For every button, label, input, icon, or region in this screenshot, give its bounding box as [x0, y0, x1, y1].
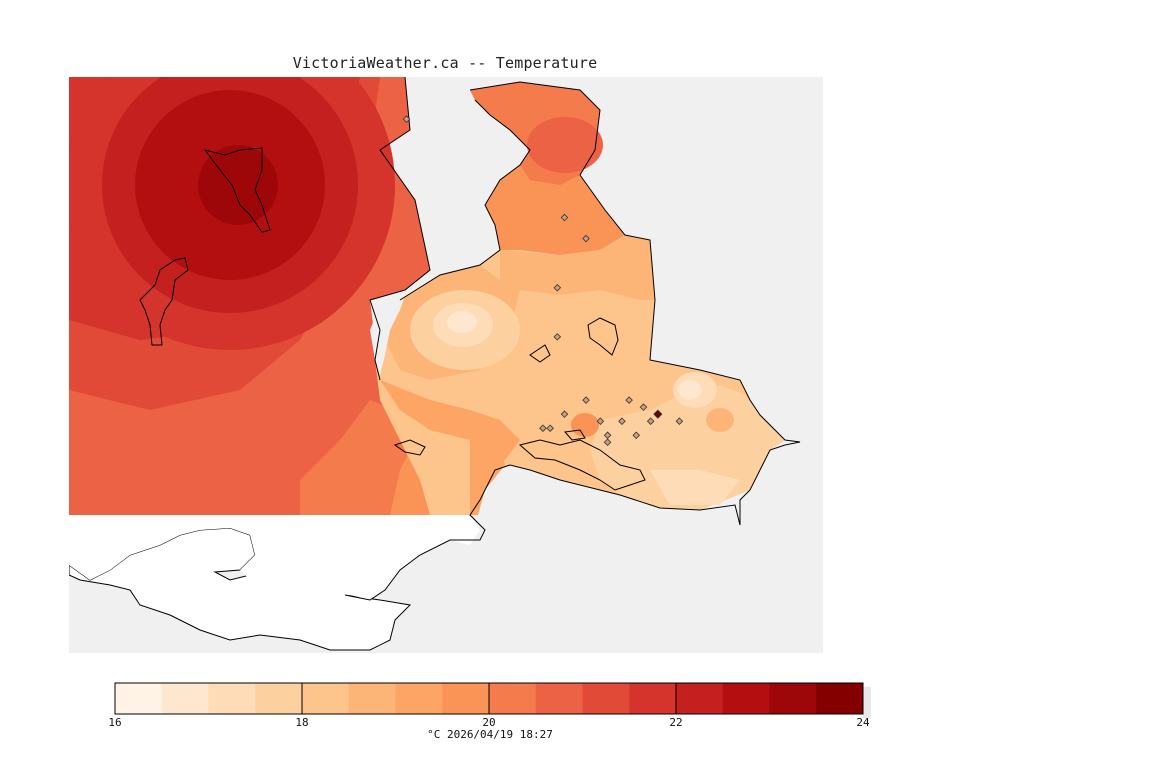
temperature-field-peninsula [375, 82, 785, 515]
map-title: VictoriaWeather.ca -- Temperature [292, 54, 598, 72]
coastlines [139, 77, 801, 601]
station-marker[interactable] [603, 438, 612, 447]
station-marker[interactable] [582, 396, 590, 404]
station-marker[interactable] [618, 417, 626, 425]
legend-tick-label: 20 [482, 716, 495, 729]
legend-swatch [442, 683, 490, 714]
legend-swatch [535, 683, 583, 714]
station-marker[interactable] [646, 417, 655, 425]
legend-units-timestamp: °C 2026/04/19 18:27 [427, 728, 553, 741]
station-marker[interactable] [632, 431, 641, 440]
legend-tick-label: 16 [108, 716, 121, 729]
southern-coast-strip [69, 515, 480, 600]
legend-swatch [816, 683, 864, 714]
legend-swatch [629, 683, 677, 714]
station-marker[interactable] [675, 417, 684, 425]
station-marker[interactable] [402, 115, 411, 123]
legend-swatch [722, 683, 770, 714]
legend-swatch [208, 683, 256, 714]
station-marker[interactable] [639, 403, 648, 411]
station-marker[interactable] [553, 333, 562, 341]
temperature-field-west [69, 77, 480, 515]
station-marker[interactable] [625, 396, 633, 404]
station-markers [402, 115, 684, 447]
station-marker[interactable] [539, 424, 547, 432]
legend-swatch [582, 683, 630, 714]
legend-swatch [676, 683, 724, 714]
legend-swatch [161, 683, 209, 714]
legend-swatch [769, 683, 817, 714]
station-marker[interactable] [560, 410, 569, 418]
inlet-water [370, 295, 405, 375]
legend-tick-label: 24 [856, 716, 870, 729]
station-marker[interactable] [560, 213, 569, 222]
station-marker[interactable] [596, 417, 605, 425]
legend-tick-label: 22 [669, 716, 682, 729]
station-marker[interactable] [582, 234, 590, 243]
legend-swatch [489, 683, 537, 714]
legend-swatch [115, 683, 163, 714]
station-marker[interactable] [653, 409, 663, 419]
legend-swatch [302, 683, 350, 714]
legend-shadow [863, 687, 871, 718]
station-marker[interactable] [546, 424, 554, 432]
legend-swatch [395, 683, 443, 714]
legend-swatch [348, 683, 396, 714]
legend-tick-label: 18 [295, 716, 308, 729]
station-marker[interactable] [553, 283, 562, 292]
legend-swatch [255, 683, 303, 714]
station-marker[interactable] [603, 431, 612, 440]
